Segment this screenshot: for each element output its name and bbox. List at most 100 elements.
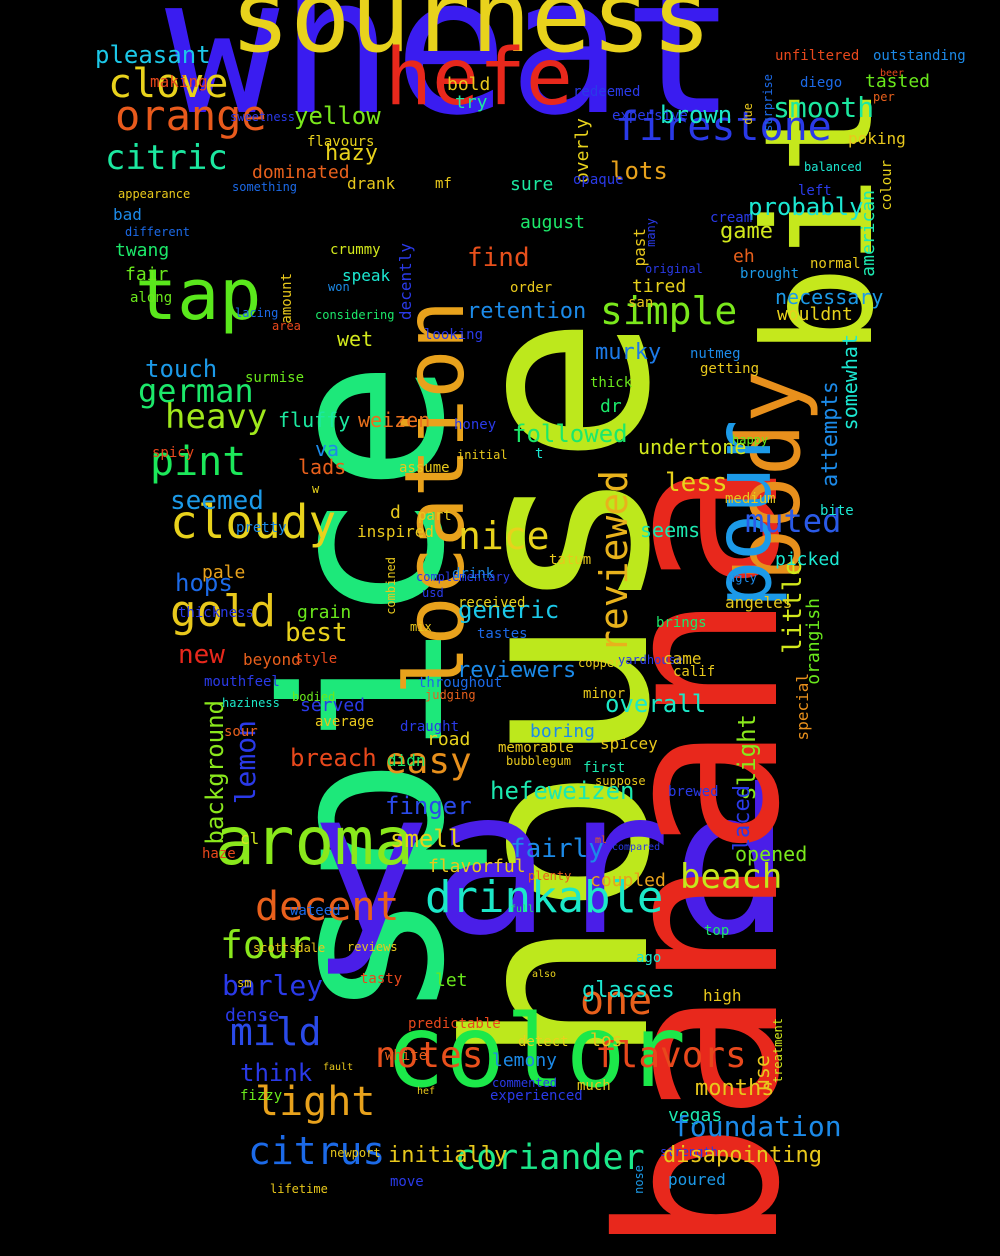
word: lifetime: [270, 1181, 328, 1196]
word: experienced: [490, 1088, 583, 1105]
word: usd: [422, 585, 444, 600]
word: detect: [518, 1034, 569, 1051]
word: brought: [740, 266, 800, 283]
word: dr: [600, 395, 622, 417]
word: balanced: [804, 159, 862, 174]
word: fair: [125, 263, 169, 285]
word: find: [467, 242, 530, 273]
word: thick: [590, 375, 633, 392]
word: followed: [512, 420, 628, 449]
word: combined: [384, 557, 398, 615]
word: decent: [255, 883, 400, 930]
word: drink: [452, 566, 495, 583]
word: barley: [222, 969, 324, 1003]
word: vegas: [668, 1104, 723, 1126]
word: firestone: [615, 103, 832, 150]
word: surmise: [245, 370, 305, 387]
word: first: [583, 760, 626, 777]
word: boring: [530, 720, 596, 742]
word: try: [455, 91, 488, 113]
word: scottsdale: [253, 940, 326, 955]
word: smooth: [773, 91, 875, 125]
word: los: [590, 1029, 623, 1051]
word: simple: [600, 289, 738, 334]
word: newport: [330, 1145, 381, 1160]
word: think: [240, 1059, 313, 1088]
word: crummy: [330, 242, 381, 259]
word: predictable: [408, 1016, 501, 1033]
word: glasses: [582, 977, 675, 1003]
word: generic: [458, 596, 560, 625]
word: didn: [387, 750, 426, 770]
word: d: [390, 501, 401, 523]
word: tasted: [865, 70, 931, 92]
word: muted: [745, 502, 842, 541]
word: weizen: [358, 408, 431, 433]
word: angeles: [725, 592, 793, 612]
word: poured: [668, 1169, 726, 1189]
word: decently: [396, 243, 415, 321]
word: along: [130, 290, 173, 307]
word: grain: [297, 601, 352, 623]
word: received: [458, 595, 526, 612]
word: pretty: [236, 520, 287, 537]
word: sweetness: [230, 109, 296, 124]
word: spicy: [152, 445, 195, 462]
word: brewed: [668, 784, 719, 801]
word: new: [178, 639, 225, 670]
word: part: [418, 508, 452, 525]
word: wet: [337, 327, 374, 352]
word: coriander: [455, 1137, 645, 1178]
word: breach: [290, 744, 377, 773]
word: let: [435, 969, 468, 991]
word: expensive: [612, 108, 688, 125]
word: murky: [595, 339, 662, 365]
word: yard: [310, 747, 792, 980]
word: reviewed: [592, 470, 636, 654]
word: thickness: [178, 605, 254, 622]
word: aroma: [215, 802, 414, 880]
word: bubblegum: [506, 753, 572, 768]
word: spicey: [600, 733, 658, 753]
word: hops: [175, 569, 233, 598]
word: lacing: [235, 305, 279, 320]
word: hef: [417, 1086, 436, 1098]
word: gold: [170, 585, 276, 637]
word: redeemed: [573, 84, 641, 101]
word: less: [665, 467, 728, 498]
word: judging: [425, 687, 476, 702]
word: bad: [113, 204, 142, 224]
word: original: [645, 261, 703, 276]
word: color: [385, 993, 687, 1110]
word: hazy: [325, 140, 378, 166]
word: opened: [735, 842, 808, 867]
word: clove: [108, 60, 229, 107]
word: initial: [457, 447, 508, 462]
word: pleasant: [95, 41, 211, 70]
word: mouthfeel: [204, 674, 280, 691]
word: tired: [632, 275, 687, 297]
word: picked: [775, 548, 841, 570]
word: drank: [347, 173, 396, 193]
word: commented: [492, 1075, 558, 1090]
word: va: [315, 437, 340, 462]
word: reviewers: [457, 657, 577, 683]
word: months: [695, 1075, 775, 1101]
word: best: [285, 617, 348, 648]
word: light: [255, 1078, 376, 1125]
word: average: [315, 714, 375, 731]
word: order: [510, 280, 553, 297]
word: fluffy: [278, 408, 351, 433]
word: sm: [237, 975, 252, 990]
word: suppose: [595, 773, 646, 788]
word: t: [535, 446, 544, 463]
word: hefe: [385, 33, 573, 124]
word: wouldnt: [777, 303, 853, 325]
word: different: [125, 224, 191, 239]
word: something: [232, 179, 298, 194]
word: lots: [610, 157, 668, 186]
word: coupled: [590, 869, 666, 891]
word: inspired: [357, 521, 435, 541]
word: ago: [636, 950, 662, 967]
word: german: [138, 372, 254, 411]
